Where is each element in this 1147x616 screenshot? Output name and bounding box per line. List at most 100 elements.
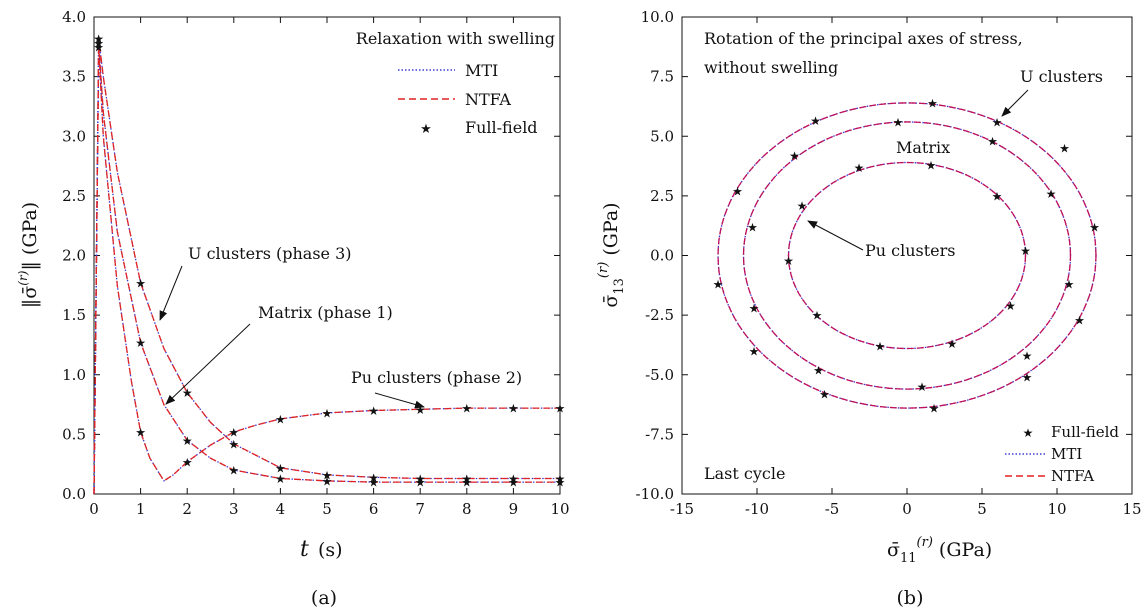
x-tick-label: 2 [182, 500, 192, 518]
full-field-point: ★ [275, 472, 286, 486]
ellipse-ntfa-2 [787, 161, 1027, 350]
full-field-point: ★ [797, 199, 808, 213]
full-field-point: ★ [926, 158, 937, 172]
full-field-point: ★ [368, 471, 379, 485]
x-tick-label: 7 [415, 500, 425, 518]
y-tick-label: -10.0 [636, 485, 674, 503]
full-field-point: ★ [749, 301, 760, 315]
full-field-point: ★ [508, 402, 519, 416]
y-tick-label: 10.0 [641, 8, 674, 26]
x-tick-label: 4 [276, 500, 286, 518]
full-field-point: ★ [875, 340, 886, 354]
legend-title-a: Relaxation with swelling [356, 29, 555, 48]
y-axis-label-a: ‖σ̄(r)‖ (GPa) [16, 202, 41, 308]
full-field-point: ★ [93, 37, 104, 51]
y-tick-label: 2.0 [62, 247, 86, 265]
full-field-point: ★ [322, 468, 333, 482]
full-field-point: ★ [93, 40, 104, 54]
legend-ntfa-label-b: NTFA [1051, 467, 1094, 485]
y-tick-label: 3.5 [62, 68, 86, 86]
annotation-matrix-b: Matrix [896, 138, 950, 157]
x-tick-label: 0 [89, 500, 99, 518]
arrow-matrix-a [165, 323, 251, 405]
series-line-mti-2 [93, 46, 560, 495]
y-tick-label: -7.5 [645, 425, 674, 443]
full-field-point: ★ [813, 363, 824, 377]
series-lines-b [717, 102, 1097, 409]
legend-fullfield-marker-b: ★ [1023, 426, 1034, 440]
axis-ticks-a: 0 1 2 3 4 5 6 7 8 9 10 0.0 0.5 1.0 1.5 2.0 2.5 3.0 3.5 4.0 [62, 8, 569, 518]
legend-fullfield-label-b: Full-field [1051, 423, 1119, 441]
x-tick-label: 15 [1122, 500, 1141, 518]
legend-ntfa-label-a: NTFA [465, 90, 511, 109]
y-tick-label: 2.5 [62, 187, 86, 205]
series-line-ntfa-2 [93, 46, 560, 495]
y-tick-label: -2.5 [645, 306, 674, 324]
y-tick-label: 5.0 [650, 127, 674, 145]
x-axis-label-b: σ̄11(r) (GPa) [887, 535, 992, 566]
y-tick-label: 1.5 [62, 306, 86, 324]
y-tick-label: 2.5 [650, 187, 674, 205]
full-field-point: ★ [415, 472, 426, 486]
full-field-point: ★ [322, 406, 333, 420]
full-field-point: ★ [461, 476, 472, 490]
full-field-point: ★ [819, 387, 830, 401]
legend-fullfield-marker-a: ★ [420, 122, 432, 137]
full-field-point: ★ [508, 472, 519, 486]
full-field-point: ★ [135, 425, 146, 439]
annotation-matrix-a: Matrix (phase 1) [258, 303, 393, 322]
full-field-point: ★ [555, 402, 566, 416]
full-field-point: ★ [461, 472, 472, 486]
x-tick-label: 5 [977, 500, 987, 518]
full-field-markers-b: ★★★★★★★★★★★★ ★★★★★★★★★★★ ★★★★★★★★★ [713, 96, 1100, 415]
y-axis-label-b: σ̄13(r) (GPa) [596, 202, 627, 307]
legend-mti-label-a: MTI [465, 61, 498, 80]
arrow-pu-clusters-a [374, 392, 425, 409]
arrow-u-clusters-a [159, 265, 183, 321]
full-field-point: ★ [135, 336, 146, 350]
y-tick-label: 1.0 [62, 366, 86, 384]
full-field-point: ★ [1046, 187, 1057, 201]
x-tick-label: 1 [136, 500, 146, 518]
full-field-point: ★ [1022, 371, 1033, 385]
y-tick-label: 3.0 [62, 127, 86, 145]
x-tick-label: -10 [745, 500, 769, 518]
full-field-point: ★ [917, 380, 928, 394]
full-field-point: ★ [1022, 349, 1033, 363]
x-axis-label-a: t (s) [300, 537, 343, 562]
y-tick-label: 0.5 [62, 425, 86, 443]
full-field-point: ★ [929, 402, 940, 416]
full-field-point: ★ [810, 114, 821, 128]
full-field-point: ★ [1064, 278, 1075, 292]
annotation-pu-clusters-a: Pu clusters (phase 2) [351, 368, 522, 387]
full-field-point: ★ [368, 476, 379, 490]
svg-text:‖σ̄(r)‖ (GPa): ‖σ̄(r)‖ (GPa) [16, 202, 41, 308]
full-field-point: ★ [732, 185, 743, 199]
ellipse-ntfa-1 [742, 121, 1072, 390]
x-tick-label: 8 [462, 500, 472, 518]
full-field-point: ★ [854, 161, 865, 175]
chart-title-b: Rotation of the principal axes of stress… [704, 29, 1028, 77]
y-tick-label: 0.0 [650, 247, 674, 265]
annotation-pu-clusters-b: Pu clusters [865, 241, 956, 260]
x-tick-label: 0 [902, 500, 912, 518]
full-field-point: ★ [893, 115, 904, 129]
x-tick-label: -15 [670, 500, 694, 518]
full-field-point: ★ [461, 402, 472, 416]
full-field-point: ★ [182, 434, 193, 448]
ellipse-ntfa-0 [717, 102, 1097, 409]
full-field-point: ★ [228, 464, 239, 478]
full-field-point: ★ [368, 404, 379, 418]
full-field-point: ★ [1005, 299, 1016, 313]
full-field-point: ★ [555, 472, 566, 486]
full-field-point: ★ [947, 337, 958, 351]
full-field-point: ★ [275, 461, 286, 475]
full-field-point: ★ [228, 425, 239, 439]
panel-a: 0 1 2 3 4 5 6 7 8 9 100.00.51.01.52.02.53.03.54.0 … [16, 8, 570, 609]
axis-ticks-b: -15 -10 -5 0 5 10 15 -10.0 -7.5 -5.0 -2.5 0.0 2.5 5.0… [636, 8, 1142, 518]
full-field-point: ★ [555, 476, 566, 490]
annotation-u-clusters-b: U clusters [1020, 67, 1103, 86]
svg-text:t: t [300, 537, 309, 562]
full-field-point: ★ [927, 96, 938, 110]
